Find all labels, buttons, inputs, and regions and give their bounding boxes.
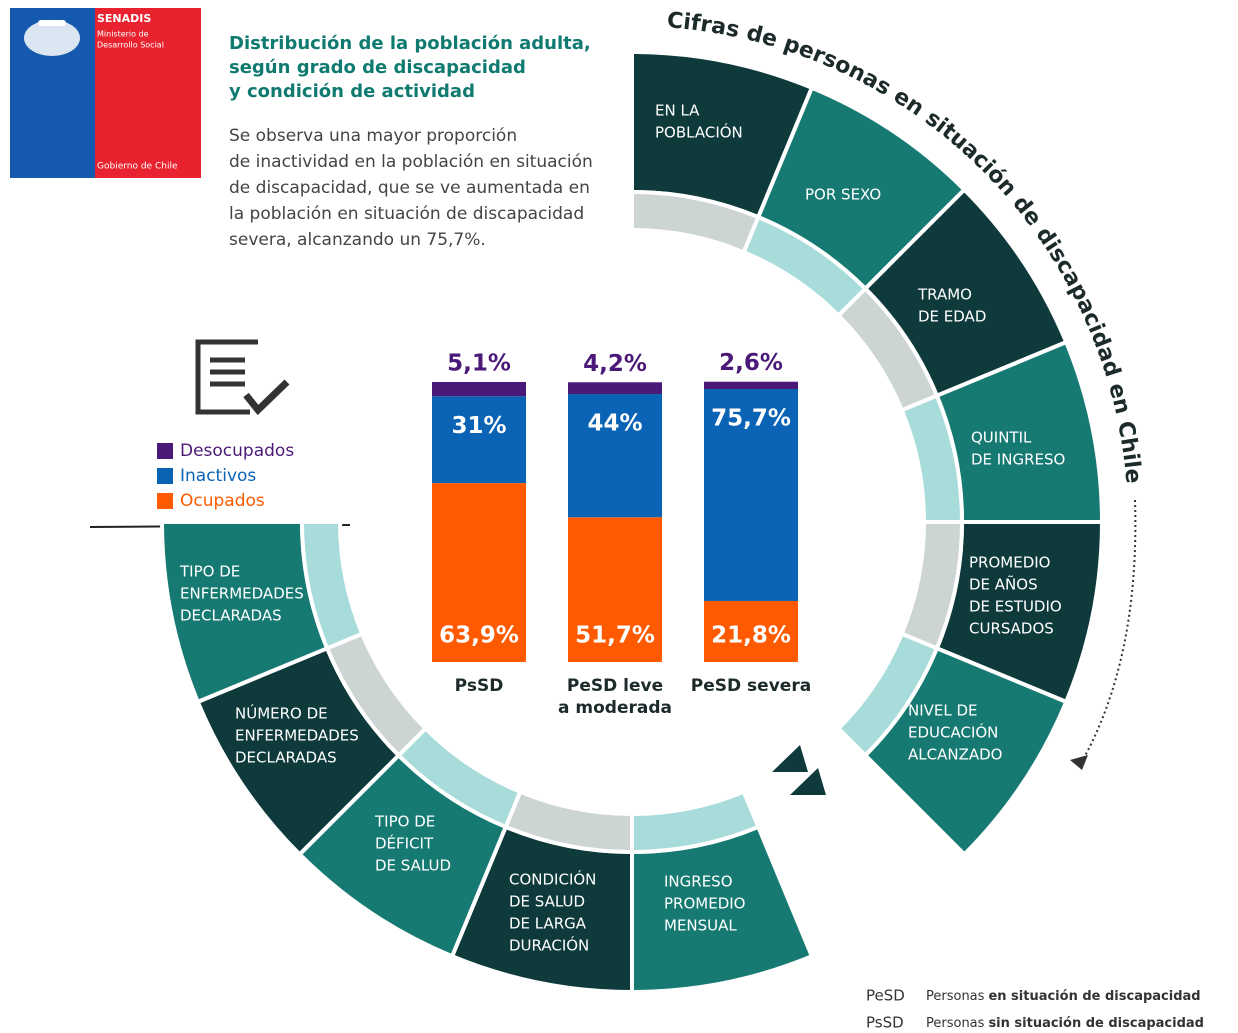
category-label: a moderada — [558, 698, 672, 718]
bar-segment — [432, 382, 526, 397]
heading: y condición de actividad — [229, 81, 475, 102]
legend-label: Desocupados — [180, 441, 294, 461]
segment-label: NÚMERO DE — [235, 704, 328, 723]
logo-ministry: Desarrollo Social — [97, 41, 164, 50]
bar-segment — [568, 517, 662, 662]
segment-label: DURACIÓN — [509, 936, 589, 955]
ring-band — [299, 520, 365, 651]
legend-swatch — [157, 493, 173, 509]
description: de discapacidad, que se ve aumentada en — [229, 178, 590, 198]
value-label: 44% — [587, 411, 642, 437]
value-label: 31% — [451, 413, 506, 439]
segment-label: EDUCACIÓN — [908, 723, 998, 742]
description: de inactividad en la población en situac… — [229, 152, 593, 172]
segment-label: MENSUAL — [664, 917, 737, 935]
value-label: 75,7% — [711, 406, 791, 432]
logo-government: Gobierno de Chile — [97, 162, 178, 172]
bar-segment — [432, 483, 526, 662]
segment-label: DE EDAD — [918, 308, 986, 326]
segment-label: DE AÑOS — [969, 575, 1038, 594]
category-label: PsSD — [455, 676, 504, 696]
value-label: 21,8% — [711, 623, 791, 649]
bar-segment — [432, 396, 526, 484]
segment-label: DE SALUD — [509, 893, 585, 911]
segment-label: POBLACIÓN — [655, 123, 743, 142]
segment-label: CONDICIÓN — [509, 870, 596, 889]
heading: Distribución de la población adulta, — [229, 33, 591, 54]
legend-swatch — [157, 443, 173, 459]
segment-label: DE ESTUDIO — [969, 598, 1062, 616]
segment-label: EN LA — [655, 102, 700, 120]
segment-label: NIVEL DE — [908, 702, 978, 720]
segment-label: PROMEDIO — [969, 554, 1050, 572]
value-label: 4,2% — [583, 351, 647, 377]
footnote-text: Personas sin situación de discapacidad — [926, 1016, 1204, 1031]
footnote-text: Personas en situación de discapacidad — [926, 989, 1201, 1004]
arrow-head — [1070, 755, 1088, 770]
legend-label: Ocupados — [180, 491, 265, 511]
legend-swatch — [157, 468, 173, 484]
footnote-plain: Personas — [926, 989, 985, 1004]
value-label: 51,7% — [575, 623, 655, 649]
segment-label: DE SALUD — [375, 857, 451, 875]
footnote-abbr: PsSD — [866, 1014, 904, 1032]
ring-band — [835, 631, 940, 759]
segment-label: INGRESO — [664, 873, 733, 891]
segment-label: TIPO DE — [179, 563, 240, 581]
segment-label: ALCANZADO — [908, 746, 1002, 764]
footnote-bold: sin situación de discapacidad — [988, 1016, 1204, 1031]
value-label: 5,1% — [447, 351, 511, 377]
bar-segment — [704, 600, 798, 662]
segment-label: DECLARADAS — [235, 749, 337, 767]
bar-segment — [568, 382, 662, 395]
segment-label: ENFERMEDADES — [180, 585, 304, 603]
footnote-plain: Personas — [926, 1016, 985, 1031]
logo-red — [95, 8, 201, 178]
segment-label: QUINTIL — [971, 429, 1032, 447]
segment-label: TRAMO — [917, 286, 972, 304]
segment-label: GRADO DE — [797, 818, 878, 836]
segment-label: DISCAPACIDAD — [797, 840, 909, 858]
category-label: PeSD severa — [691, 676, 811, 696]
segment-label: DÉFICIT — [375, 834, 434, 853]
bar-segment — [704, 381, 798, 389]
segment-label: Y ACTIVIDAD — [796, 862, 893, 880]
legend-label: Inactivos — [180, 466, 256, 486]
description: Se observa una mayor proporción — [229, 126, 517, 146]
description: la población en situación de discapacida… — [229, 204, 584, 224]
segment-label: TIPO DE — [374, 813, 435, 831]
segment-label: DE INGRESO — [971, 451, 1065, 469]
description: severa, alcanzando un 75,7%. — [229, 230, 486, 250]
logo-emblem — [24, 20, 80, 56]
segment-label: DE LARGA — [509, 915, 587, 933]
dotted-arrow — [1079, 499, 1137, 766]
value-label: 2,6% — [719, 350, 783, 376]
bar-segment — [704, 389, 798, 601]
value-label: 63,9% — [439, 623, 519, 649]
segment-label: CURSADOS — [969, 620, 1054, 638]
logo-name: SENADIS — [97, 12, 151, 25]
segment-label: ENFERMEDADES — [235, 727, 359, 745]
segment-label: PROMEDIO — [664, 895, 745, 913]
segment-label: POR SEXO — [805, 186, 881, 204]
footnote-bold: en situación de discapacidad — [988, 989, 1200, 1004]
document-icon — [195, 339, 290, 416]
footnote-abbr: PeSD — [866, 987, 905, 1005]
segment-label: DECLARADAS — [180, 607, 282, 625]
arrow-icons — [772, 745, 826, 795]
bar-segment — [568, 394, 662, 518]
logo-ministry: Ministerio de — [97, 30, 149, 39]
category-label: PeSD leve — [567, 676, 663, 696]
heading: según grado de discapacidad — [229, 57, 526, 78]
